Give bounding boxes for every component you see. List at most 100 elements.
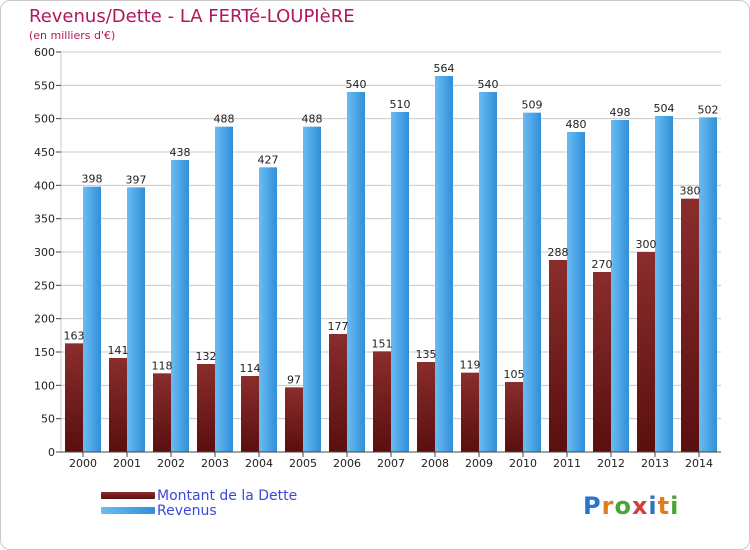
y-tick-label: 450 — [34, 146, 55, 159]
bar-revenue-2009 — [479, 92, 497, 452]
y-tick-label: 200 — [34, 313, 55, 326]
data-label-debt-2014: 380 — [680, 185, 701, 198]
bar-revenue-2005 — [303, 126, 321, 453]
x-tick-label-2006: 2006 — [333, 457, 361, 470]
bar-debt-2011 — [549, 260, 567, 452]
bar-debt-2005 — [285, 387, 303, 452]
bar-revenue-2000 — [83, 186, 101, 452]
x-tick-label-2004: 2004 — [245, 457, 273, 470]
data-label-revenue-2006: 540 — [346, 78, 367, 91]
data-label-revenue-2008: 564 — [434, 62, 455, 75]
data-label-revenue-2000: 398 — [82, 173, 103, 186]
bar-revenue-2001 — [127, 187, 145, 453]
x-tick-label-2010: 2010 — [509, 457, 537, 470]
data-label-revenue-2007: 510 — [390, 98, 411, 111]
data-label-layer: 398 163 397 141 438 118 488 132 427 114 488 97 540 17… — [64, 62, 719, 386]
y-tick-label: 250 — [34, 279, 55, 292]
bar-debt-2009 — [461, 372, 479, 452]
bar-debt-2000 — [65, 343, 83, 452]
legend-item-debt: Montant de la Dette — [101, 488, 297, 504]
bar-revenue-2011 — [567, 132, 585, 452]
bar-debt-2013 — [637, 252, 655, 452]
data-label-debt-2004: 114 — [240, 362, 261, 375]
legend-swatch-debt — [101, 492, 155, 499]
bar-revenue-2013 — [655, 116, 673, 452]
bar-debt-2012 — [593, 272, 611, 452]
bar-debt-2010 — [505, 382, 523, 452]
y-tick-label: 600 — [34, 46, 55, 59]
data-label-revenue-2003: 488 — [214, 113, 235, 126]
x-tick-label-2013: 2013 — [641, 457, 669, 470]
data-label-revenue-2014: 502 — [698, 103, 719, 116]
x-tick-label-2007: 2007 — [377, 457, 405, 470]
bar-debt-2002 — [153, 373, 171, 452]
data-label-debt-2007: 151 — [372, 337, 393, 350]
data-label-debt-2010: 105 — [504, 368, 525, 381]
y-tick-label: 0 — [48, 446, 55, 459]
data-label-debt-2008: 135 — [416, 348, 437, 361]
x-tick-label-2000: 2000 — [69, 457, 97, 470]
bar-revenue-2006 — [347, 92, 365, 452]
data-label-debt-2006: 177 — [328, 320, 349, 333]
x-tick-label-2014: 2014 — [685, 457, 713, 470]
bar-debt-2001 — [109, 358, 127, 452]
x-tick-label-2005: 2005 — [289, 457, 317, 470]
bar-debt-2014 — [681, 198, 699, 452]
y-tick-label: 50 — [41, 413, 55, 426]
x-tick-label-2003: 2003 — [201, 457, 229, 470]
data-label-revenue-2005: 488 — [302, 113, 323, 126]
bar-revenue-2012 — [611, 120, 629, 452]
data-label-revenue-2009: 540 — [478, 78, 499, 91]
data-label-revenue-2011: 480 — [566, 118, 587, 131]
x-tick-label-2012: 2012 — [597, 457, 625, 470]
data-label-revenue-2004: 427 — [258, 153, 279, 166]
x-tick-label-2002: 2002 — [157, 457, 185, 470]
bar-layer — [65, 76, 717, 453]
chart-subtitle: (en milliers d'€) — [29, 29, 116, 42]
data-label-revenue-2012: 498 — [610, 106, 631, 119]
y-tick-label: 100 — [34, 379, 55, 392]
bar-revenue-2014 — [699, 117, 717, 452]
chart-legend: Montant de la Dette Revenus — [101, 488, 297, 519]
legend-swatch-revenue — [101, 507, 155, 514]
y-tick-label: 300 — [34, 246, 55, 259]
data-label-debt-2009: 119 — [460, 359, 481, 372]
data-label-debt-2001: 141 — [108, 344, 129, 357]
y-tick-label: 550 — [34, 79, 55, 92]
bar-revenue-2010 — [523, 112, 541, 453]
legend-label-revenue: Revenus — [157, 502, 217, 519]
legend-item-revenue: Revenus — [101, 502, 297, 519]
data-label-revenue-2010: 509 — [522, 99, 543, 112]
bar-debt-2003 — [197, 364, 215, 452]
bar-debt-2008 — [417, 362, 435, 452]
x-tick-label-2008: 2008 — [421, 457, 449, 470]
bar-revenue-2003 — [215, 126, 233, 453]
proxiti-logo: Proxiti — [583, 492, 680, 520]
data-label-debt-2013: 300 — [636, 238, 657, 251]
bar-revenue-2004 — [259, 167, 277, 453]
data-label-revenue-2001: 397 — [126, 173, 147, 186]
data-label-debt-2005: 97 — [287, 373, 301, 386]
bar-revenue-2002 — [171, 160, 189, 452]
chart-title: Revenus/Dette - LA FERTé-LOUPIèRE — [29, 6, 355, 27]
x-tick-label-2011: 2011 — [553, 457, 581, 470]
data-label-debt-2002: 118 — [152, 359, 173, 372]
data-label-revenue-2013: 504 — [654, 102, 675, 115]
x-tick-label-2009: 2009 — [465, 457, 493, 470]
y-tick-label: 150 — [34, 346, 55, 359]
y-tick-label: 350 — [34, 213, 55, 226]
bar-debt-2007 — [373, 351, 391, 452]
x-tick-label-2001: 2001 — [113, 457, 141, 470]
y-tick-label: 400 — [34, 179, 55, 192]
bar-revenue-2007 — [391, 112, 409, 452]
data-label-revenue-2002: 438 — [170, 146, 191, 159]
data-label-debt-2000: 163 — [64, 329, 85, 342]
data-label-debt-2003: 132 — [196, 350, 217, 363]
data-label-debt-2012: 270 — [592, 258, 613, 271]
axis-layer: 0 50 100 150 200 250 300 350 400 450 500 550 600 2000… — [34, 46, 721, 470]
bar-debt-2006 — [329, 334, 347, 452]
bar-revenue-2008 — [435, 76, 453, 452]
data-label-debt-2011: 288 — [548, 246, 569, 259]
